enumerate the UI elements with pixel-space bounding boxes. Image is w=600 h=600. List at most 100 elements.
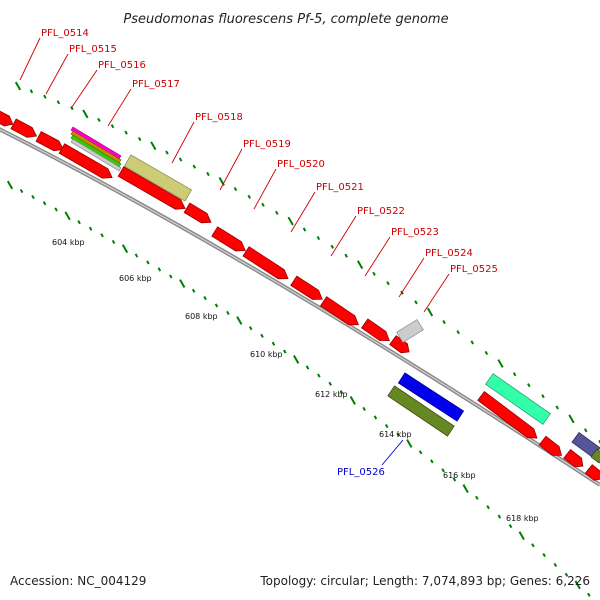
- feature-box: [396, 319, 424, 343]
- tick-mark: [260, 333, 264, 338]
- tick-mark: [372, 271, 376, 276]
- tick-mark: [271, 341, 276, 346]
- tick-mark: [42, 201, 47, 206]
- tick-mark: [165, 150, 169, 155]
- tick-mark: [598, 439, 600, 445]
- tick-mark: [508, 524, 513, 529]
- gene-arrow: [10, 118, 38, 138]
- tick-mark: [396, 432, 400, 437]
- feature-box: [387, 385, 455, 437]
- tick-mark: [339, 390, 344, 395]
- gene-label: PFL_0520: [277, 159, 325, 170]
- tick-mark: [442, 320, 446, 325]
- tick-mark: [248, 326, 253, 331]
- tick-mark: [583, 428, 588, 433]
- leader-line: [290, 191, 316, 233]
- gene-shape: [35, 131, 64, 152]
- tick-mark: [261, 202, 265, 207]
- gene-arrow: [58, 143, 113, 179]
- feature-box: [70, 138, 122, 172]
- gene-shape: [361, 318, 390, 342]
- gene-label: PFL_0515: [69, 44, 117, 55]
- gene-shape: [183, 202, 212, 224]
- tick-mark: [226, 310, 230, 316]
- backbone-line: [0, 127, 600, 487]
- feature-shape: [396, 319, 424, 343]
- topology-text: Topology: circular; Length: 7,074,893 bp…: [260, 574, 590, 588]
- leader-line: [19, 37, 41, 81]
- gene-shape: [584, 464, 600, 481]
- tick-mark: [386, 281, 390, 286]
- tick-mark: [441, 468, 445, 473]
- gene-shape: [10, 118, 38, 138]
- gene-arrow: [389, 335, 410, 354]
- feature-box: [397, 372, 465, 422]
- gene-arrow: [361, 318, 390, 342]
- gene-shape: [319, 296, 359, 326]
- scale-label: 606 kbp: [119, 274, 152, 283]
- feature-shape: [397, 372, 465, 422]
- feature-box: [590, 448, 600, 464]
- tick-mark: [146, 260, 150, 265]
- tick-mark: [555, 405, 560, 410]
- tick-mark: [328, 381, 332, 386]
- gene-labels: PFL_0514 PFL_0515 PFL_0516 PFL_0517 PFL_0518…: [41, 28, 498, 478]
- gene-label: PFL_0516: [98, 60, 146, 71]
- tick-mark: [553, 562, 558, 567]
- feature-shape: [485, 373, 551, 425]
- tick-mark: [527, 383, 531, 388]
- tick-mark: [587, 592, 591, 597]
- gene-arrow: [35, 131, 64, 152]
- genome-backbone: [0, 127, 600, 487]
- tick-mark: [56, 100, 61, 105]
- feature-box: [123, 154, 193, 202]
- gene-label: PFL_0514: [41, 28, 89, 39]
- tick-mark: [70, 105, 74, 111]
- tick-marks: [6, 81, 600, 597]
- gene-label: PFL_0518: [195, 112, 243, 123]
- tick-mark: [373, 415, 378, 420]
- feature-box: [485, 373, 551, 425]
- gene-label: PFL_0523: [391, 227, 439, 238]
- tick-mark: [233, 187, 238, 192]
- scale-label: 614 kbp: [379, 430, 412, 439]
- tick-mark: [124, 130, 128, 135]
- tick-mark: [150, 141, 157, 151]
- gene-arrow: [211, 226, 246, 252]
- tick-mark: [456, 330, 460, 335]
- gene-features: [0, 108, 600, 481]
- tick-mark: [344, 253, 348, 258]
- tick-mark: [6, 180, 14, 190]
- scale-label: 610 kbp: [250, 350, 283, 359]
- gene-shape: [211, 226, 246, 252]
- tick-mark: [31, 195, 35, 200]
- tick-mark: [287, 216, 294, 226]
- gene-shape: [58, 143, 113, 179]
- tick-mark: [518, 531, 525, 541]
- tick-mark: [283, 349, 287, 354]
- tick-mark: [192, 164, 197, 169]
- gene-shape: [0, 108, 14, 127]
- tick-mark: [564, 572, 569, 577]
- tick-mark: [111, 239, 116, 245]
- leader-line: [330, 215, 357, 257]
- tick-mark: [54, 207, 58, 212]
- tick-mark: [302, 227, 307, 232]
- tick-mark: [541, 394, 545, 399]
- gene-shape: [563, 448, 584, 468]
- tick-mark: [470, 340, 475, 345]
- feature-shape: [70, 138, 122, 172]
- tick-mark: [316, 235, 321, 241]
- leader-line: [71, 69, 98, 108]
- gene-arrow: [563, 448, 584, 468]
- accession-text: Accession: NC_004129: [10, 574, 147, 588]
- tick-mark: [236, 316, 243, 325]
- tick-mark: [384, 423, 389, 429]
- tick-mark: [14, 81, 22, 91]
- tick-mark: [362, 406, 366, 411]
- tick-mark: [418, 450, 423, 455]
- tick-mark: [157, 267, 162, 272]
- tick-mark: [121, 244, 129, 254]
- tick-mark: [317, 373, 321, 378]
